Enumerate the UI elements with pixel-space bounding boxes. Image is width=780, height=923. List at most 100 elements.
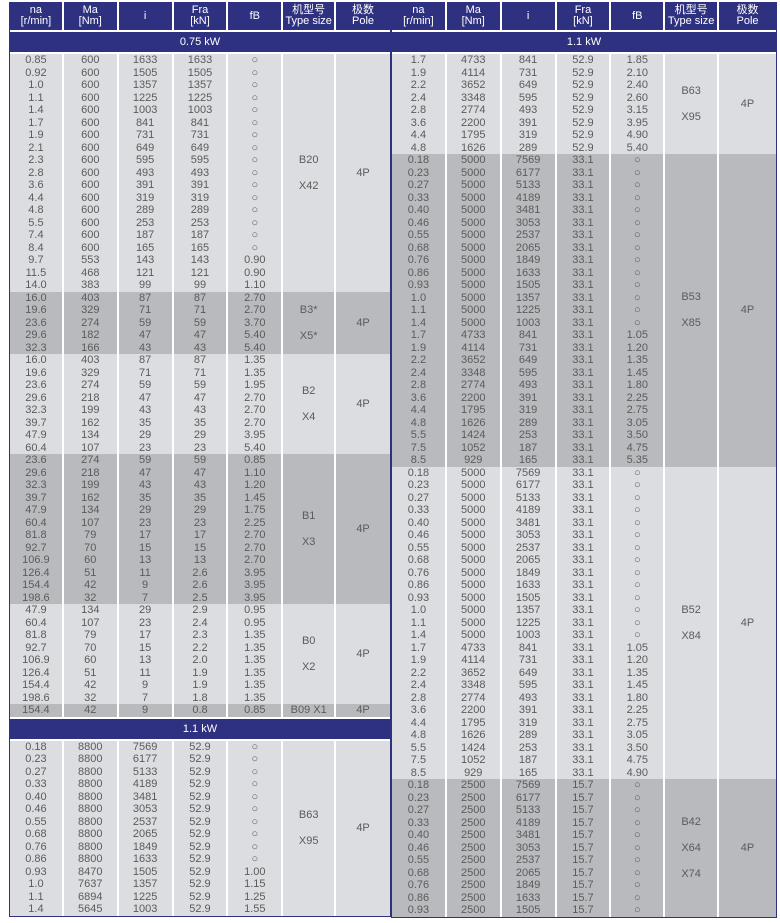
ratio-cell: 1849: [499, 879, 556, 892]
ratio-cell: 3053: [116, 803, 173, 816]
ratio-cell: 5133: [116, 765, 173, 778]
type-size-label: X85: [681, 317, 701, 330]
radial-load-cell: 13: [171, 554, 228, 567]
radial-load-cell: 33.1: [554, 691, 611, 704]
service-factor-cell: 2.70: [226, 554, 283, 567]
ratio-cell: 7: [116, 591, 173, 604]
service-factor-cell: ○: [226, 828, 283, 841]
radial-load-cell: 33.1: [554, 579, 611, 592]
ratio-cell: 15: [116, 641, 173, 654]
ratio-cell: 731: [499, 654, 556, 667]
service-factor-cell: 0.85: [226, 454, 283, 467]
table-row: 47.9 134 29 29 3.95: [10, 429, 390, 442]
torque-cell: 42: [61, 704, 118, 718]
service-factor-cell: ○: [226, 154, 283, 167]
table-row: 47.9 134 29 2.9 0.95 B0 X2 4P: [10, 604, 390, 704]
radial-load-cell: 0.8: [171, 704, 228, 718]
torque-cell: 70: [61, 641, 118, 654]
header-pole: 极数 Pole: [334, 2, 390, 31]
ratio-cell: 59: [116, 316, 173, 329]
torque-cell: 600: [61, 53, 118, 67]
service-factor-cell: 3.95: [609, 116, 665, 129]
table-row: 60.4 107 23 2.4 0.95: [10, 616, 390, 629]
ratio-cell: 391: [499, 116, 556, 129]
ratio-cell: 2537: [116, 815, 173, 828]
table-row: 106.9 60 13 13 2.70: [10, 554, 390, 567]
speed-cell: 0.33: [10, 778, 63, 791]
torque-cell: 929: [444, 766, 501, 779]
service-factor-cell: 2.40: [609, 79, 665, 92]
radial-load-cell: 2.5: [171, 591, 228, 604]
table-row: 3.6 2200 391 33.1 2.25: [392, 704, 776, 717]
service-factor-cell: ○: [226, 753, 283, 766]
table-row: 0.46 8800 3053 52.9 ○: [10, 803, 390, 816]
ratio-cell: 165: [499, 454, 556, 467]
radial-load-cell: 731: [171, 129, 228, 142]
ratio-cell: 2065: [499, 241, 556, 254]
speed-cell: 154.4: [10, 579, 63, 592]
service-factor-cell: ○: [609, 579, 665, 592]
torque-cell: 134: [61, 429, 118, 442]
speed-cell: 0.46: [10, 803, 63, 816]
ratio-cell: 1633: [499, 266, 556, 279]
speed-cell: 16.0: [10, 354, 63, 367]
service-factor-cell: ○: [609, 204, 665, 217]
service-factor-cell: 1.45: [226, 491, 283, 504]
table-row: 154.4 42 9 1.9 1.35: [10, 679, 390, 692]
speed-cell: 1.1: [392, 304, 446, 317]
radial-load-cell: 33.1: [554, 404, 611, 417]
radial-load-cell: 33.1: [554, 541, 611, 554]
service-factor-cell: 1.45: [609, 679, 665, 692]
service-factor-cell: ○: [609, 816, 665, 829]
torque-cell: 2500: [444, 829, 501, 842]
radial-load-cell: 52.9: [171, 815, 228, 828]
ratio-cell: 253: [499, 741, 556, 754]
ratio-cell: 143: [116, 254, 173, 267]
ratio-cell: 595: [499, 679, 556, 692]
table-row: 0.55 8800 2537 52.9 ○: [10, 815, 390, 828]
torque-cell: 403: [61, 291, 118, 304]
torque-cell: 2500: [444, 904, 501, 917]
ratio-cell: 23: [116, 441, 173, 454]
ratio-cell: 1357: [499, 291, 556, 304]
header-label: 极数: [736, 4, 759, 16]
radial-load-cell: 87: [171, 291, 228, 304]
service-factor-cell: 1.10: [226, 466, 283, 479]
service-factor-cell: ○: [609, 191, 665, 204]
speed-cell: 0.40: [392, 204, 446, 217]
table-row: 0.18 2500 7569 15.7 ○ B42 X64 X74 4P: [392, 779, 776, 917]
radial-load-cell: 33.1: [554, 729, 611, 742]
type-size-cell: B53 X85: [663, 154, 719, 467]
service-factor-cell: 2.25: [609, 704, 665, 717]
speed-cell: 1.7: [392, 329, 446, 342]
type-size-cell: B63 X95: [281, 739, 336, 916]
table-row: 0.33 5000 4189 33.1 ○: [392, 504, 776, 517]
speed-cell: 4.8: [10, 204, 63, 217]
header-unit: [kN]: [573, 15, 593, 27]
speed-cell: 1.9: [392, 66, 446, 79]
ratio-cell: 3481: [116, 790, 173, 803]
ratio-cell: 187: [499, 441, 556, 454]
speed-cell: 2.8: [392, 691, 446, 704]
torque-cell: 600: [61, 91, 118, 104]
service-factor-cell: 5.35: [609, 454, 665, 467]
header-service-factor: fB: [226, 2, 283, 31]
radial-load-cell: 15.7: [554, 891, 611, 904]
table-row: 0.33 2500 4189 15.7 ○: [392, 816, 776, 829]
service-factor-cell: ○: [226, 104, 283, 117]
ratio-cell: 649: [499, 666, 556, 679]
radial-load-cell: 52.9: [171, 890, 228, 903]
table-row: 47.9 134 29 29 1.75: [10, 504, 390, 517]
header-label: Ma: [465, 4, 481, 16]
table-row: 29.6 218 47 47 1.10: [10, 466, 390, 479]
torque-cell: 3348: [444, 91, 501, 104]
radial-load-cell: 33.1: [554, 354, 611, 367]
radial-load-cell: 2.6: [171, 566, 228, 579]
header-unit: Pole: [352, 15, 375, 27]
ratio-cell: 3481: [499, 829, 556, 842]
service-factor-cell: ○: [609, 529, 665, 542]
ratio-cell: 319: [116, 191, 173, 204]
speed-cell: 1.0: [392, 604, 446, 617]
table-row: 0.86 5000 1633 33.1 ○: [392, 266, 776, 279]
radial-load-cell: 87: [171, 354, 228, 367]
